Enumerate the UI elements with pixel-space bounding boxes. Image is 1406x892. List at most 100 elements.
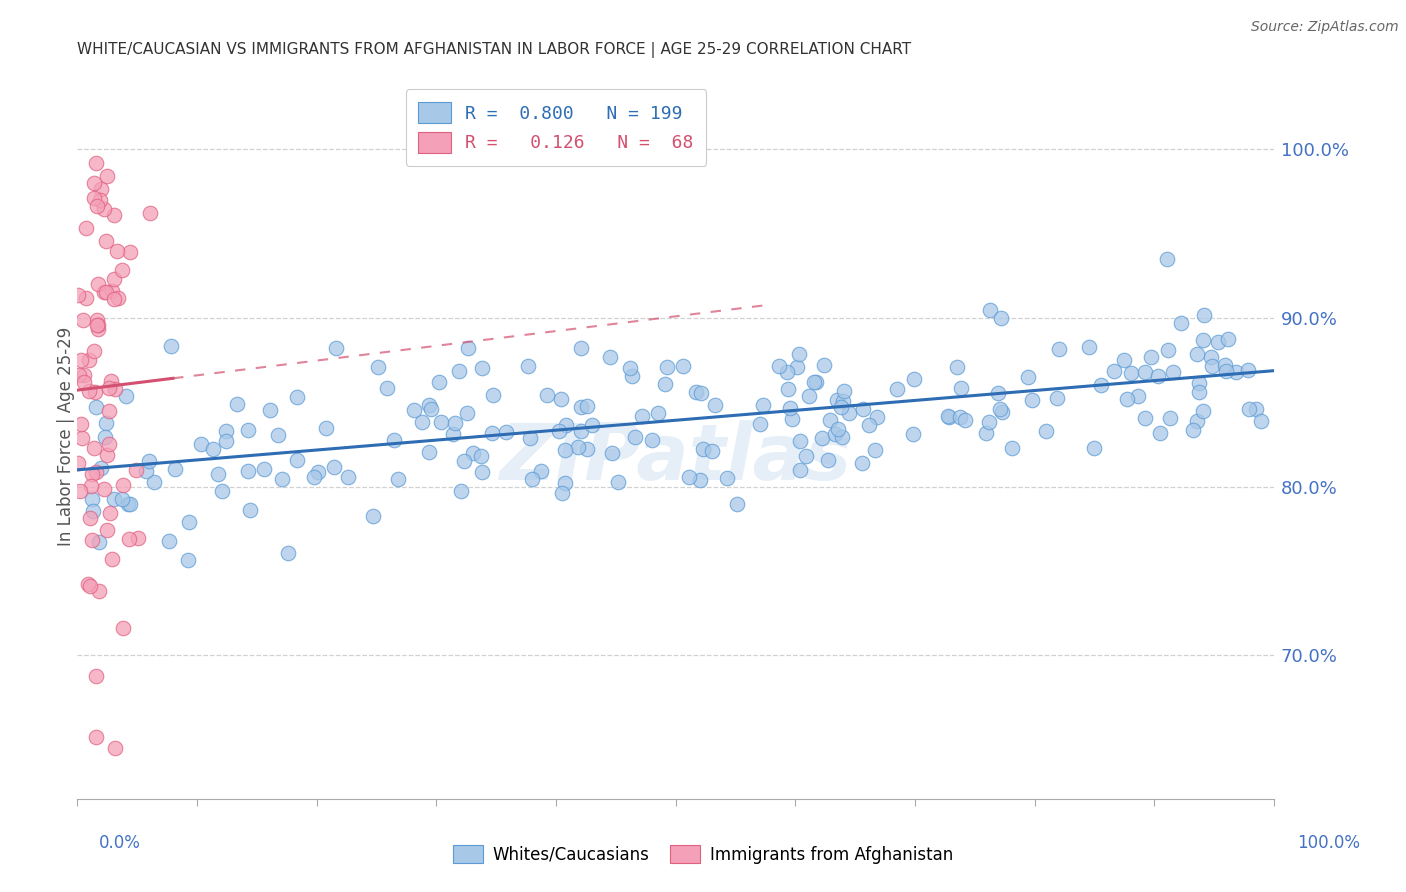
Point — [946, 359, 969, 374]
Point — [1187, 385, 1209, 400]
Point — [83, 191, 105, 205]
Point — [865, 409, 887, 424]
Point — [387, 471, 409, 485]
Point — [1188, 376, 1211, 391]
Point — [177, 515, 200, 529]
Legend: Whites/Caucasians, Immigrants from Afghanistan: Whites/Caucasians, Immigrants from Afgha… — [446, 838, 960, 871]
Point — [567, 440, 589, 454]
Point — [689, 386, 711, 401]
Point — [441, 427, 464, 442]
Point — [599, 350, 621, 364]
Point — [157, 533, 180, 548]
Point — [404, 403, 426, 417]
Point — [411, 415, 433, 429]
Point — [820, 413, 842, 427]
Point — [96, 523, 118, 537]
Point — [974, 425, 997, 440]
Point — [1201, 350, 1223, 364]
Point — [470, 449, 492, 463]
Point — [75, 220, 97, 235]
Point — [367, 359, 389, 374]
Point — [621, 369, 644, 384]
Point — [949, 409, 972, 424]
Point — [817, 452, 839, 467]
Point — [752, 398, 775, 412]
Point — [79, 510, 101, 524]
Point — [84, 465, 107, 479]
Point — [120, 497, 142, 511]
Point — [456, 406, 478, 420]
Point — [202, 442, 225, 456]
Point — [576, 400, 599, 414]
Point — [832, 384, 855, 398]
Point — [103, 208, 125, 222]
Point — [600, 446, 623, 460]
Point — [654, 377, 676, 392]
Point — [211, 484, 233, 499]
Point — [1046, 391, 1069, 405]
Point — [94, 430, 117, 444]
Point — [253, 462, 276, 476]
Point — [96, 416, 118, 430]
Point — [82, 467, 104, 482]
Point — [1083, 441, 1105, 455]
Point — [83, 441, 105, 455]
Point — [84, 669, 107, 683]
Point — [1192, 308, 1215, 322]
Point — [87, 535, 110, 549]
Point — [825, 392, 848, 407]
Point — [987, 386, 1010, 401]
Point — [789, 434, 811, 448]
Point — [581, 418, 603, 433]
Text: 0.0%: 0.0% — [98, 834, 141, 852]
Point — [1021, 393, 1043, 408]
Point — [1237, 363, 1260, 377]
Point — [83, 176, 105, 190]
Point — [1159, 411, 1181, 425]
Y-axis label: In Labor Force | Age 25-29: In Labor Force | Age 25-29 — [58, 326, 75, 546]
Point — [111, 263, 134, 277]
Point — [427, 375, 450, 389]
Text: Source: ZipAtlas.com: Source: ZipAtlas.com — [1251, 20, 1399, 34]
Point — [337, 470, 360, 484]
Point — [569, 425, 592, 439]
Point — [271, 472, 294, 486]
Point — [779, 401, 801, 415]
Point — [100, 374, 122, 388]
Point — [1078, 340, 1101, 354]
Point — [530, 464, 553, 478]
Point — [619, 361, 641, 376]
Point — [631, 409, 654, 424]
Point — [89, 193, 111, 207]
Point — [1170, 316, 1192, 330]
Point — [117, 497, 139, 511]
Point — [685, 384, 707, 399]
Point — [1185, 347, 1208, 361]
Point — [239, 503, 262, 517]
Point — [86, 199, 108, 213]
Point — [87, 277, 110, 292]
Point — [647, 406, 669, 420]
Text: 100.0%: 100.0% — [1298, 834, 1360, 852]
Point — [449, 364, 471, 378]
Point — [851, 456, 873, 470]
Point — [716, 471, 738, 485]
Point — [138, 454, 160, 468]
Point — [1140, 350, 1163, 364]
Point — [118, 532, 141, 546]
Point — [1119, 367, 1142, 381]
Point — [787, 347, 810, 361]
Point — [903, 372, 925, 386]
Point — [832, 393, 855, 408]
Point — [463, 446, 485, 460]
Point — [1192, 403, 1215, 417]
Point — [90, 460, 112, 475]
Point — [418, 445, 440, 459]
Point — [641, 434, 664, 448]
Point — [979, 415, 1001, 429]
Point — [93, 202, 115, 216]
Point — [1128, 389, 1150, 403]
Point — [938, 410, 960, 425]
Point — [98, 436, 121, 450]
Point — [277, 545, 299, 559]
